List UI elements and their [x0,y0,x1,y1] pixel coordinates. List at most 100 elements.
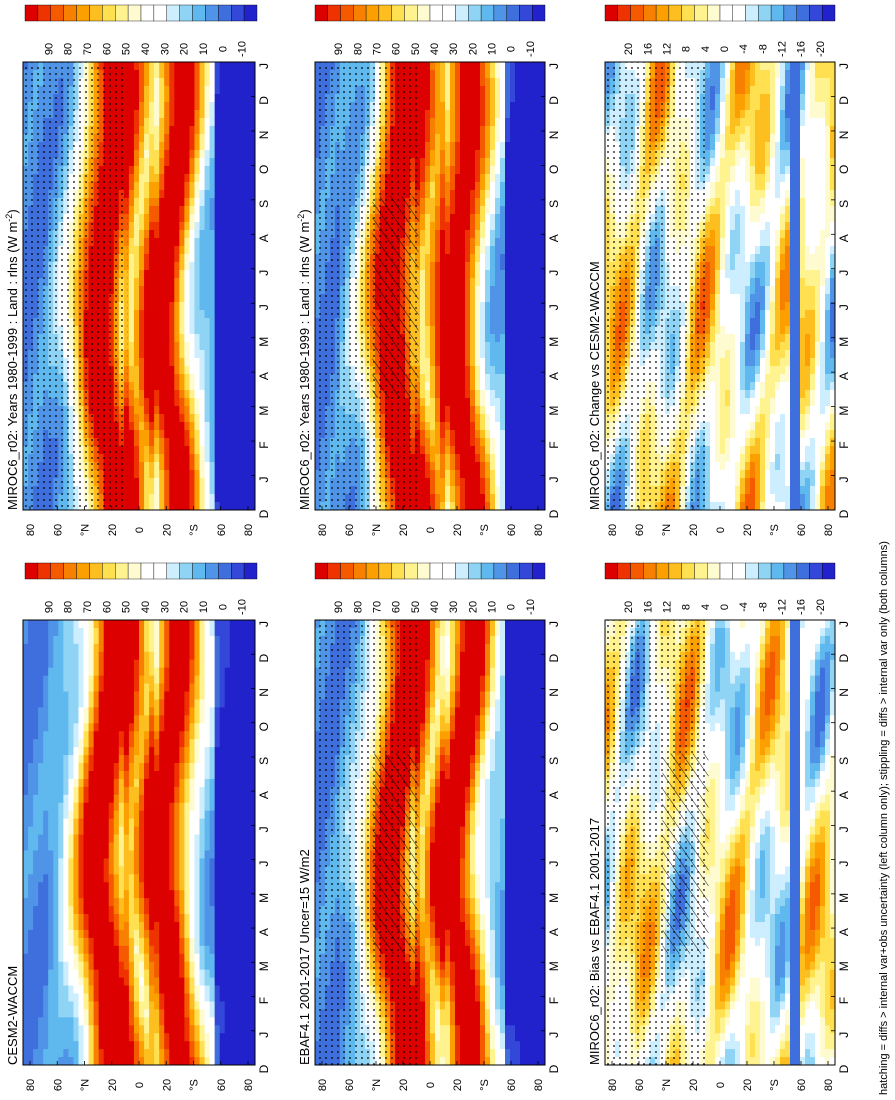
heatmap-cell [133,334,140,343]
heatmap-cell [224,374,231,383]
heatmap-cell [234,406,241,415]
heatmap-cell [234,310,241,319]
heatmap-cell [249,286,255,295]
heatmap-cell [229,190,236,199]
heatmap-cell [455,342,461,351]
heatmap-cell [445,430,451,439]
heatmap-cell [139,198,145,207]
heatmap-cell [214,422,221,431]
heatmap-cell [219,246,226,255]
heatmap-cell [495,302,501,311]
heatmap-cell [128,126,135,135]
heatmap-cell [234,446,241,455]
heatmap-cell [144,438,150,447]
heatmap-cell [144,62,150,71]
heatmap-cell [229,318,236,327]
heatmap-cell [189,70,196,79]
heatmap-cell [204,118,211,127]
heatmap-cell [495,350,501,359]
heatmap-cell [234,414,241,423]
heatmap-cell [450,422,456,431]
heatmap-cell [455,310,461,319]
heatmap-cell [490,126,496,135]
heatmap-cell [144,486,150,495]
heatmap-cell [204,78,211,87]
heatmap-cell [224,502,231,510]
heatmap-cell [450,262,456,271]
heatmap-cell [470,470,476,479]
heatmap-cell [249,438,255,447]
heatmap-cell [179,206,185,215]
heatmap-cell [480,390,486,399]
heatmap-cell [139,262,145,271]
heatmap-cell [445,182,451,191]
heatmap-cell [174,134,180,143]
heatmap-cell [184,454,191,463]
heatmap-cell [164,190,170,199]
heatmap-cell [219,126,226,135]
heatmap-cell [485,406,491,415]
heatmap-cell [229,502,236,510]
heatmap-cell [229,166,236,175]
heatmap-cell [480,414,486,423]
heatmap-cell [139,478,145,487]
heatmap-cell [450,230,456,239]
heatmap-cell [194,166,201,175]
x-tick-label: D [257,96,271,105]
heatmap-cell [440,158,446,167]
heatmap-cell [189,366,196,375]
heatmap-cell [224,334,231,343]
heatmap-cell [149,198,155,207]
heatmap-cell [194,478,201,487]
heatmap-cell [234,366,241,375]
heatmap-cell [128,286,135,295]
heatmap-cell [149,102,155,111]
heatmap-cell [485,110,491,119]
heatmap-cell [244,350,251,359]
heatmap-cell [244,454,251,463]
heatmap-cell [204,198,211,207]
colorbar-swatch [218,4,232,22]
heatmap-cell [465,430,471,439]
heatmap-cell [440,70,446,79]
heatmap-cell [510,190,516,199]
heatmap-cell [229,150,236,159]
heatmap-cell [500,190,506,199]
heatmap-cell [234,454,241,463]
heatmap-cell [209,206,216,215]
heatmap-cell [133,398,140,407]
heatmap-cell [239,166,246,175]
heatmap-cell [219,382,226,391]
heatmap-cell [219,142,226,151]
heatmap-cell [249,214,255,223]
heatmap-cell [164,166,170,175]
heatmap-cell [219,454,226,463]
heatmap-cell [495,310,501,319]
heatmap-cell [224,350,231,359]
heatmap-cell [128,182,135,191]
heatmap-cell [169,430,175,439]
heatmap-cell [219,318,226,327]
heatmap-cell [204,62,211,71]
heatmap-cell [249,238,255,247]
heatmap-cell [149,134,155,143]
heatmap-cell [510,102,516,111]
heatmap-cell [209,302,216,311]
heatmap-cell [159,190,165,199]
heatmap-cell [224,230,231,239]
heatmap-cell [465,118,471,127]
heatmap-cell [184,118,191,127]
heatmap-cell [128,374,135,383]
heatmap-cell [229,214,236,223]
heatmap-cell [500,222,506,231]
heatmap-cell [520,342,526,351]
heatmap-cell [194,206,201,215]
heatmap-cell [194,390,201,399]
heatmap-cell [495,358,501,367]
heatmap-cell [159,366,165,375]
heatmap-cell [204,478,211,487]
heatmap-cell [154,214,160,223]
heatmap-cell [133,366,140,375]
heatmap-cell [234,222,241,231]
heatmap-cell [490,134,496,143]
